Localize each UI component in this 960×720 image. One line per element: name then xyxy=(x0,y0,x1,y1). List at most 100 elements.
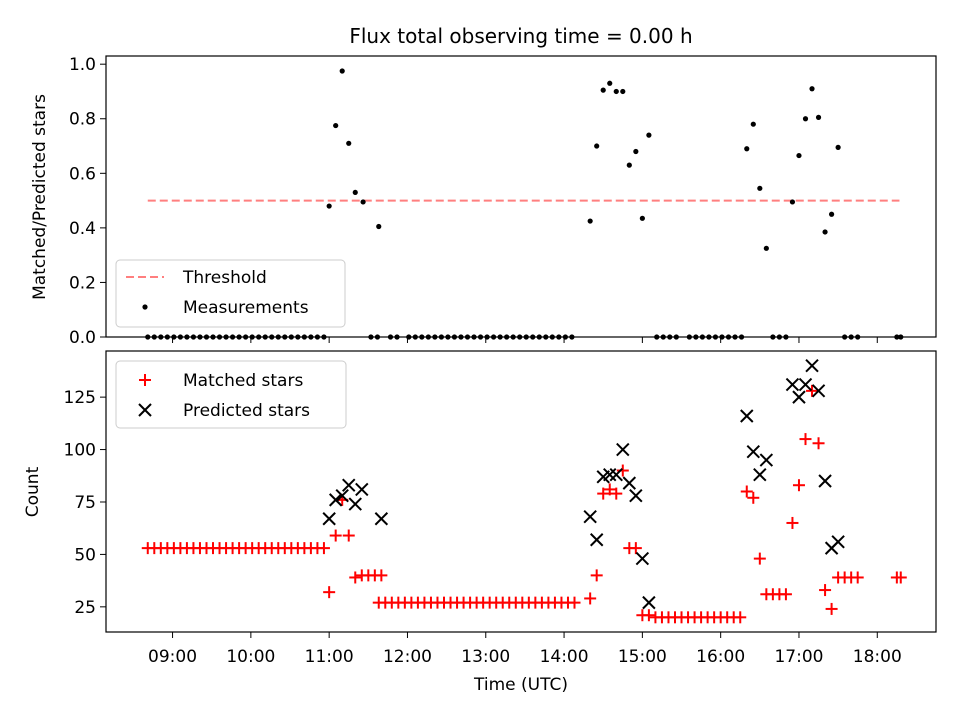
measurement-point xyxy=(809,86,815,92)
matched-star-point xyxy=(317,542,330,555)
measurement-point xyxy=(346,140,352,146)
measurement-point xyxy=(835,144,841,150)
measurement-point xyxy=(587,218,593,224)
predicted-star-point xyxy=(609,468,623,482)
legend-measurements: Measurements xyxy=(183,298,309,318)
measurement-point xyxy=(360,199,366,205)
matched-star-point xyxy=(747,491,760,504)
measurement-point xyxy=(633,148,639,155)
legend-threshold: Threshold xyxy=(182,268,267,288)
top-x-axis xyxy=(172,337,878,343)
predicted-star-point xyxy=(342,478,356,492)
matched-star-point xyxy=(610,487,623,500)
top-panel: 0.0 0.2 0.4 0.6 0.8 1.0 Matched/Predicted sta… xyxy=(30,55,937,348)
top-y-axis: 0.0 0.2 0.4 0.6 0.8 1.0 xyxy=(69,55,106,348)
measurement-point xyxy=(744,146,750,152)
bottom-y-tick-label: 50 xyxy=(74,545,96,565)
x-tick-label: 13:00 xyxy=(461,647,510,667)
top-y-axis-label: Matched/Predicted stars xyxy=(30,94,50,300)
matched-star-point xyxy=(779,588,792,601)
measurements-legend-swatch xyxy=(142,304,148,310)
bottom-x-axis: 09:00 10:00 11:00 12:00 13:00 14:00 15:00 16:00… xyxy=(148,632,902,667)
x-tick-label: 10:00 xyxy=(226,647,275,667)
top-legend-frame xyxy=(115,259,346,328)
predicted-star-point xyxy=(831,535,845,549)
measurement-point xyxy=(376,223,382,230)
predicted-star-point xyxy=(322,512,336,526)
top-y-tick-label: 1.0 xyxy=(69,55,96,75)
matched-star-point xyxy=(642,609,655,622)
predicted-star-point xyxy=(335,488,349,503)
bottom-panel: 25 50 75 100 125 09:00 10:00 11:00 12:00 13:00 14… xyxy=(23,350,937,695)
measurement-point xyxy=(639,215,645,221)
predicted-star-point xyxy=(642,595,656,610)
matched-star-point xyxy=(740,485,753,498)
bottom-legend: Matched stars Predicted stars xyxy=(115,360,347,429)
x-tick-label: 18:00 xyxy=(853,647,902,667)
predicted-star-point xyxy=(583,509,597,524)
matched-star-point xyxy=(851,571,864,584)
x-tick-label: 11:00 xyxy=(305,647,354,667)
predicted-star-point xyxy=(740,409,754,423)
matched-star-point xyxy=(329,529,342,542)
measurement-point xyxy=(594,143,600,149)
matched-star-point xyxy=(584,592,597,605)
top-y-tick-label: 0.8 xyxy=(69,110,96,130)
measurement-point xyxy=(352,189,358,196)
predicted-star-point xyxy=(811,384,826,398)
matched-star-point xyxy=(616,464,629,477)
legend-predicted: Predicted stars xyxy=(183,401,310,421)
chart-title: Flux total observing time = 0.00 h xyxy=(349,24,692,48)
predicted-star-point xyxy=(753,468,767,482)
top-legend: Threshold Measurements xyxy=(115,259,346,328)
measurement-point xyxy=(333,122,339,129)
measurement-point xyxy=(757,185,763,191)
matched-star-point xyxy=(812,437,825,450)
measurement-point xyxy=(607,80,613,86)
predicted-star-point xyxy=(759,453,774,467)
predicted-star-point xyxy=(629,488,643,503)
predicted-star-point xyxy=(798,377,813,392)
matched-star-point xyxy=(894,571,907,584)
predicted-star-point xyxy=(616,442,630,457)
matched-star-point xyxy=(825,602,838,615)
matched-star-point xyxy=(597,487,610,500)
measurement-point xyxy=(828,211,835,217)
matched-star-point xyxy=(799,433,812,446)
predicted-star-point xyxy=(818,474,832,488)
measurement-point xyxy=(796,152,802,159)
measurement-point xyxy=(620,88,626,95)
top-axes-frame xyxy=(105,55,937,338)
predicted-legend-swatch xyxy=(138,403,152,417)
predicted-star-point xyxy=(805,358,819,373)
bottom-plot-area xyxy=(141,358,907,624)
bottom-y-axis-label: Count xyxy=(23,466,43,517)
measurement-point xyxy=(613,88,619,95)
measurement-point xyxy=(626,162,632,168)
matched-star-point xyxy=(590,569,603,582)
top-y-tick-label: 0.6 xyxy=(69,164,96,184)
x-tick-label: 14:00 xyxy=(540,647,589,667)
matched-star-point xyxy=(629,542,642,555)
predicted-star-point xyxy=(348,497,362,511)
measurement-point xyxy=(822,229,828,235)
measurement-point xyxy=(600,87,606,93)
measurement-point xyxy=(802,116,809,122)
predicted-star-point xyxy=(374,512,389,526)
matched-star-point xyxy=(753,552,766,565)
predicted-star-point xyxy=(785,377,800,392)
matched-star-point xyxy=(568,596,581,609)
predicted-star-point xyxy=(622,476,637,490)
x-axis-label: Time (UTC) xyxy=(473,675,568,695)
matched-star-point xyxy=(819,584,832,597)
legend-matched: Matched stars xyxy=(183,371,303,391)
matched-legend-swatch xyxy=(139,374,151,386)
x-tick-label: 09:00 xyxy=(148,647,197,667)
top-y-tick-label: 0.0 xyxy=(69,328,96,348)
predicted-star-point xyxy=(355,482,369,497)
measurement-point xyxy=(789,199,796,205)
top-y-tick-label: 0.4 xyxy=(69,219,96,239)
predicted-star-point xyxy=(792,390,806,404)
measurement-point xyxy=(763,245,769,251)
